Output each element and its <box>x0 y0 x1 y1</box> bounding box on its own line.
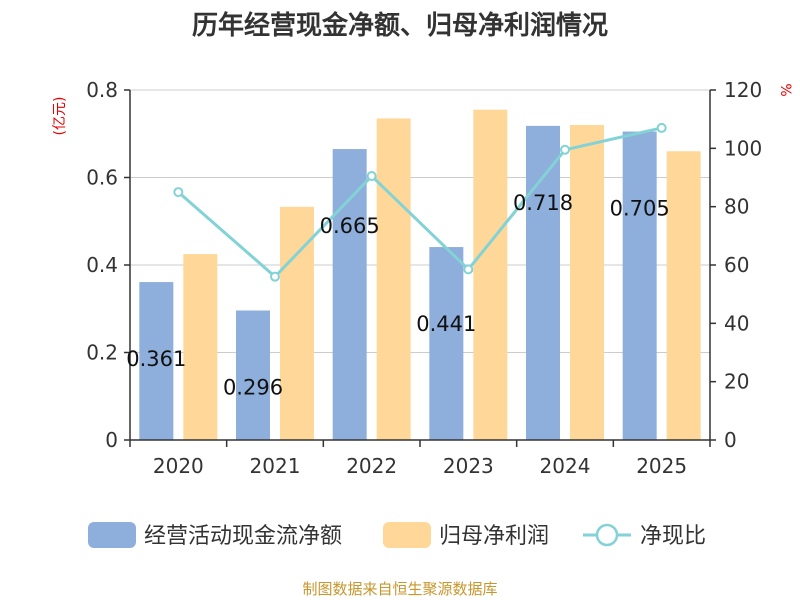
x-tick-label: 2022 <box>346 454 397 478</box>
bar-cash-flow <box>236 310 270 440</box>
ratio-point <box>366 171 377 182</box>
bar-net-profit <box>280 206 314 440</box>
ratio-point <box>173 187 184 198</box>
chart-title: 历年经营现金净额、归母净利润情况 <box>192 10 608 41</box>
left-tick-label: 0.6 <box>86 166 118 190</box>
x-tick-label: 2025 <box>636 454 687 478</box>
legend-swatch-cash-flow <box>88 522 136 548</box>
x-tick-label: 2024 <box>540 454 591 478</box>
bar-net-profit <box>376 118 411 440</box>
legend-label-cash-flow: 经营活动现金流净额 <box>144 524 342 549</box>
bar-cash-flow <box>526 125 560 440</box>
ratio-point <box>656 122 667 133</box>
ratio-line <box>173 122 667 282</box>
right-tick-label: 60 <box>724 253 749 277</box>
bar-net-profit <box>183 254 218 440</box>
left-tick-label: 0.8 <box>86 78 118 102</box>
bar-net-profit <box>666 151 701 440</box>
right-tick-label: 100 <box>724 136 762 160</box>
bar-cash-flow <box>429 247 464 440</box>
gridlines <box>130 89 710 353</box>
left-axis-unit: (亿元) <box>52 97 68 136</box>
legend-label-ratio: 净现比 <box>640 524 706 549</box>
left-tick-label: 0.2 <box>86 341 118 365</box>
data-labels: 0.361 0.296 0.665 0.441 0.718 0.705 <box>126 191 669 400</box>
data-label-cash-flow: 0.441 <box>416 312 476 336</box>
data-label-cash-flow: 0.361 <box>126 347 186 371</box>
right-tick-label: 20 <box>724 370 749 394</box>
bars <box>139 109 701 440</box>
left-tick-label: 0.4 <box>86 253 118 277</box>
bar-cash-flow <box>139 282 174 440</box>
bar-net-profit <box>473 109 508 440</box>
source-note: 制图数据来自恒生聚源数据库 <box>302 580 497 598</box>
data-label-cash-flow: 0.665 <box>320 214 380 238</box>
right-tick-label: 0 <box>724 428 737 452</box>
x-tick-label: 2021 <box>250 454 301 478</box>
legend-swatch-ratio-marker <box>595 523 619 547</box>
ratio-point <box>463 264 474 275</box>
bar-cash-flow <box>622 131 657 440</box>
data-label-cash-flow: 0.718 <box>513 191 573 215</box>
legend-swatch-net-profit <box>383 522 431 548</box>
bar-cash-flow <box>332 149 367 440</box>
ratio-point <box>560 144 570 155</box>
x-tick-label: 2020 <box>153 454 204 478</box>
right-tick-label: 40 <box>724 311 749 335</box>
axes: 0 0.2 0.4 0.6 0.8 0 20 40 60 80 100 120 2020 2021 2022… <box>86 78 762 478</box>
x-tick-label: 2023 <box>443 454 494 478</box>
ratio-point <box>270 271 280 282</box>
legend: 经营活动现金流净额 归母净利润 净现比 <box>88 522 706 549</box>
right-tick-label: 80 <box>724 195 749 219</box>
right-tick-label: 120 <box>724 78 762 102</box>
right-axis-unit: % <box>777 83 793 96</box>
data-label-cash-flow: 0.296 <box>223 376 283 400</box>
legend-label-net-profit: 归母净利润 <box>439 524 549 549</box>
ratio-line-path <box>177 126 662 279</box>
left-tick-label: 0 <box>105 428 118 452</box>
bar-net-profit <box>570 125 604 440</box>
data-label-cash-flow: 0.705 <box>610 197 670 221</box>
